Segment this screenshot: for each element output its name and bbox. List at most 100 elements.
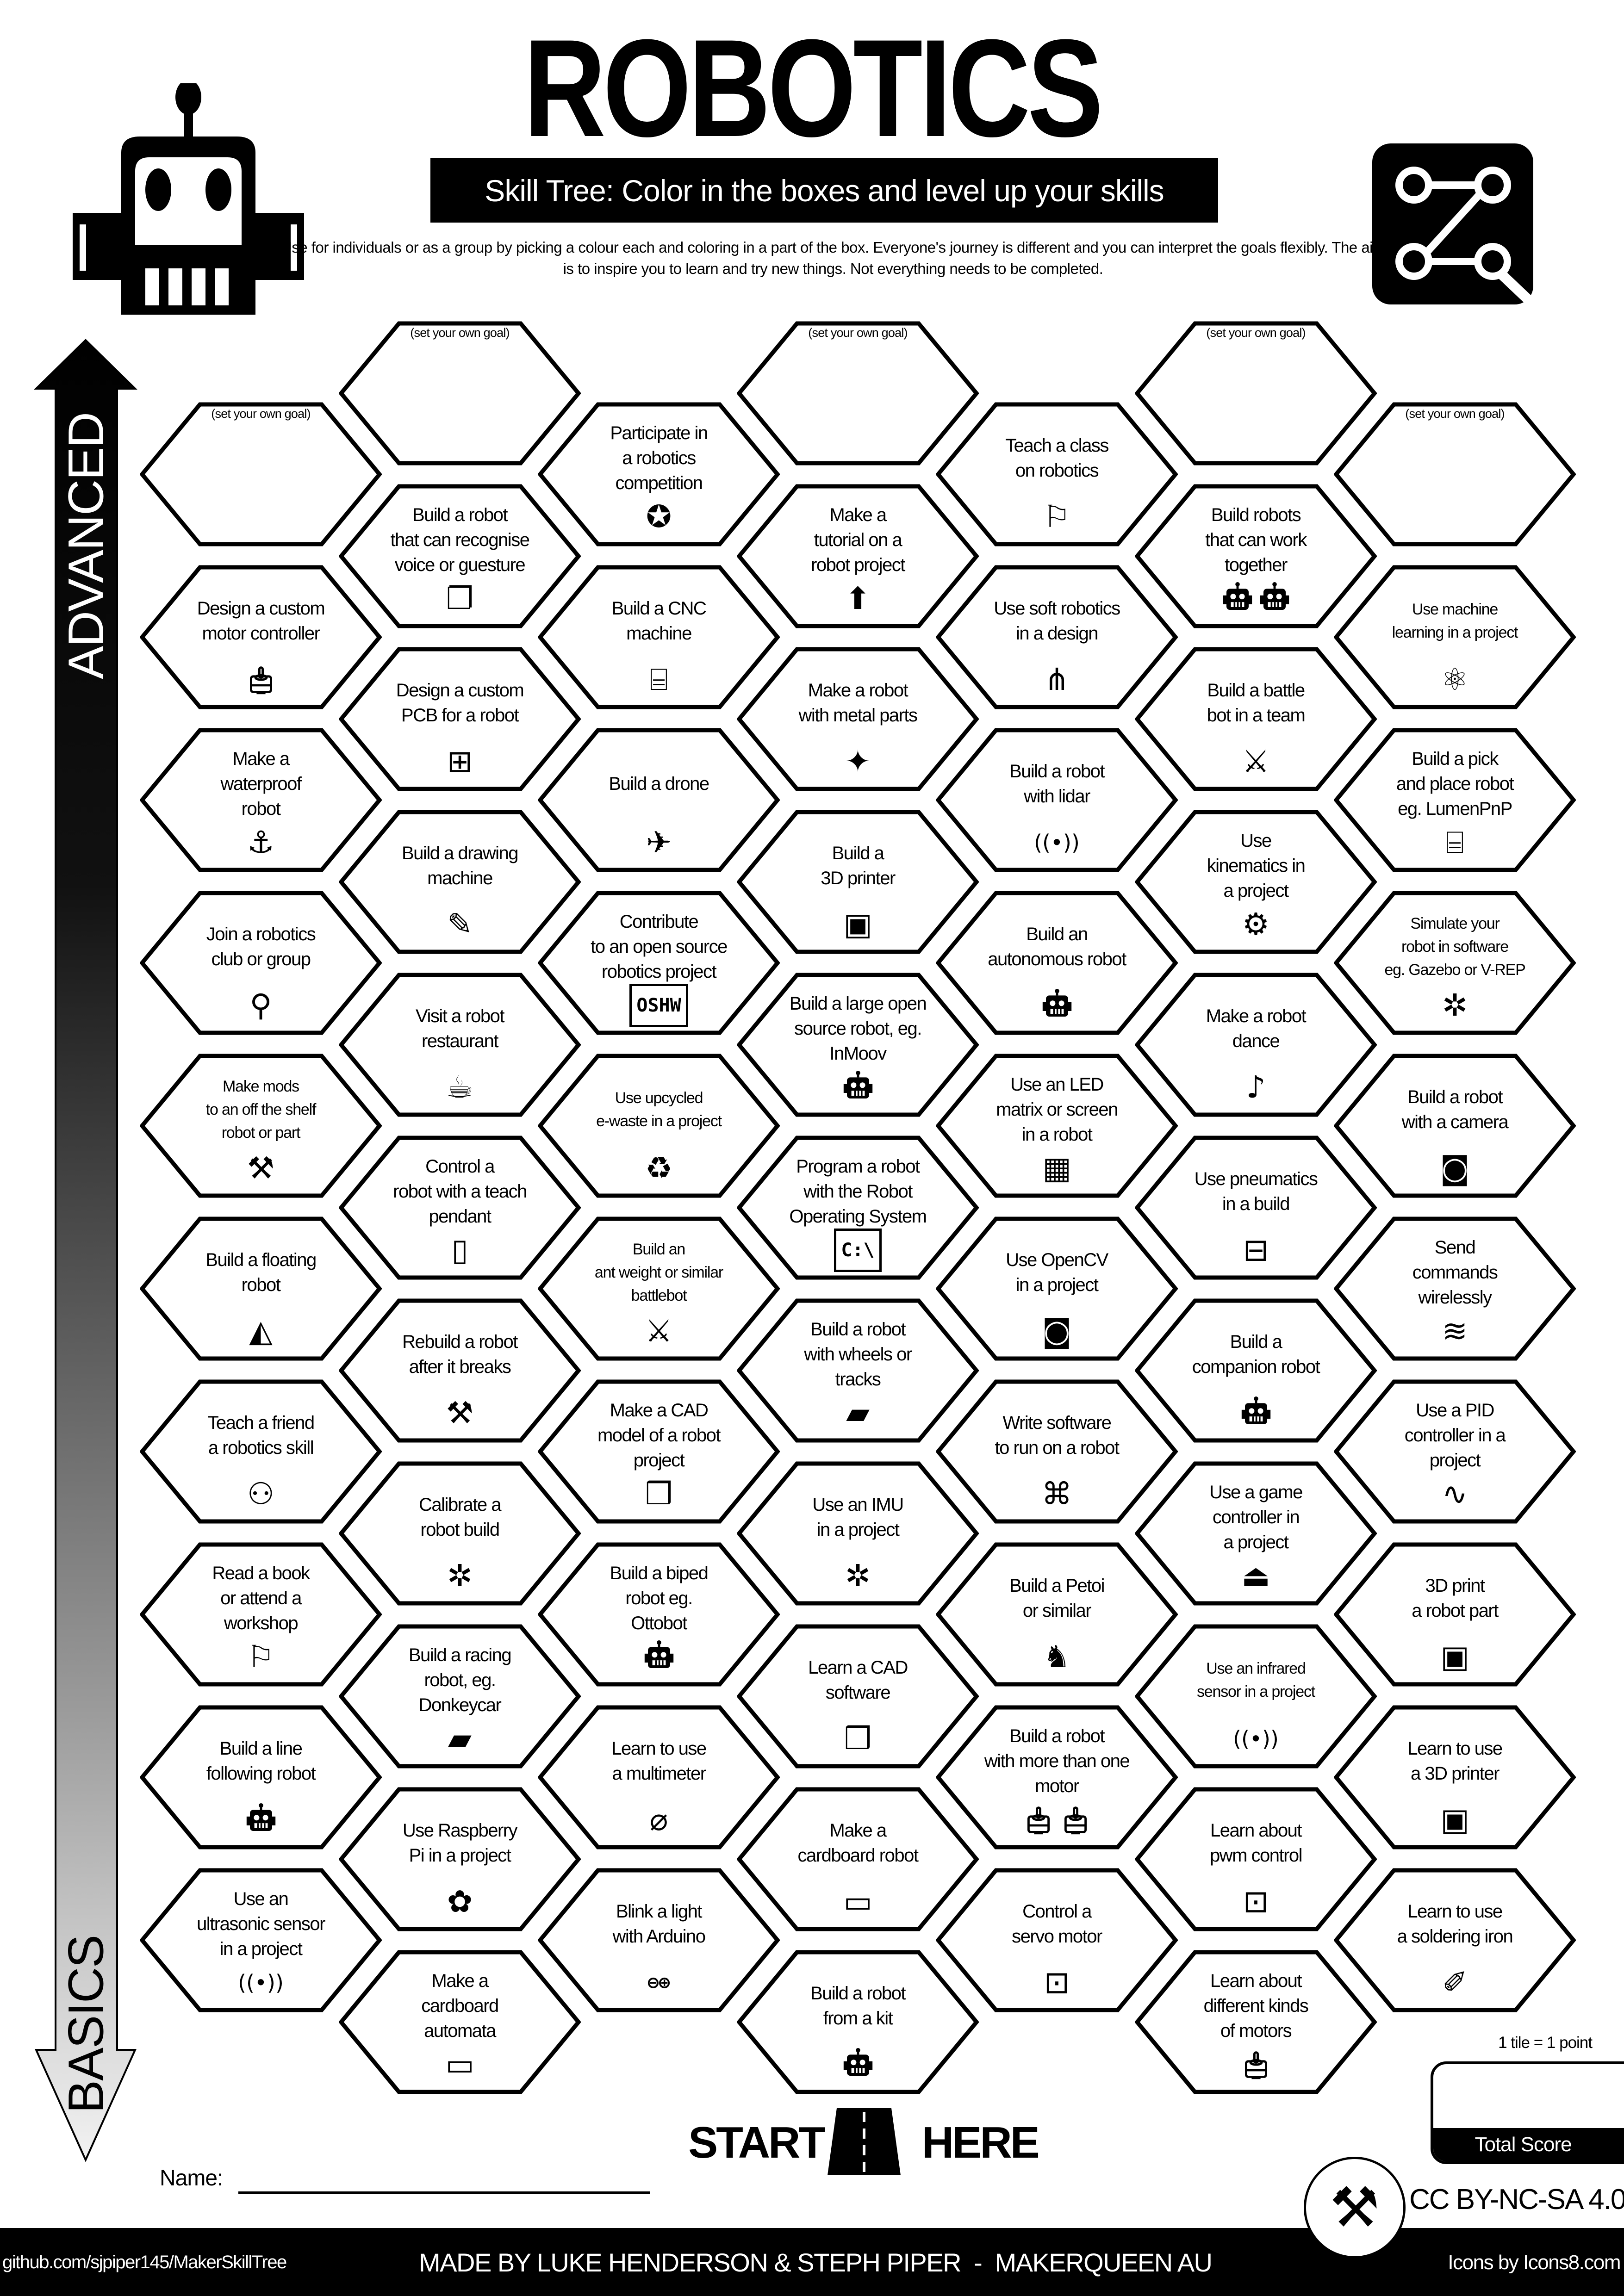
axes-icon: ✲ bbox=[447, 1558, 473, 1594]
skill-tile[interactable]: Learn a CAD software ❒ bbox=[737, 1624, 979, 1769]
skill-tile[interactable]: 3D print a robot part ▣ bbox=[1334, 1542, 1576, 1687]
skill-tile[interactable]: Write software to run on a robot ⌘ bbox=[936, 1379, 1178, 1524]
skill-tile[interactable]: Make mods to an off the shelf robot or p… bbox=[140, 1054, 382, 1198]
skill-tile-own-goal[interactable]: (set your own goal) bbox=[339, 321, 581, 465]
skill-tile[interactable]: Learn to use a multimeter ⌀ bbox=[538, 1705, 780, 1849]
skill-tile[interactable]: Program a robot with the Robot Operating… bbox=[737, 1136, 979, 1280]
hexagon-outline bbox=[737, 1298, 979, 1443]
hexagon-outline bbox=[339, 1298, 581, 1443]
skill-tile[interactable]: Make a tutorial on a robot project ⬆ bbox=[737, 484, 979, 628]
skill-tile[interactable]: Use a game controller in a project ⏏ bbox=[1135, 1461, 1377, 1606]
skill-label: Learn to use a multimeter bbox=[611, 1738, 707, 1784]
skill-tile[interactable]: Use pneumatics in a build ⊟ bbox=[1135, 1136, 1377, 1280]
skill-tile[interactable]: Build an autonomous robot bbox=[936, 891, 1178, 1035]
skill-tile[interactable]: Build a robot that can recognise voice o… bbox=[339, 484, 581, 628]
chat-bubbles-icon: ❐ bbox=[446, 580, 474, 616]
skill-tile[interactable]: Teach a friend a robotics skill ⚇ bbox=[140, 1379, 382, 1524]
skill-tile[interactable]: Build a drone ✈ bbox=[538, 728, 780, 872]
skill-tile[interactable]: Build a racing robot, eg. Donkeycar ▰ bbox=[339, 1624, 581, 1769]
metal-bar-icon: ✦ bbox=[845, 743, 871, 779]
joystick-icon: ⏏ bbox=[1241, 1558, 1270, 1594]
skill-tile[interactable]: Make a robot dance ♪ bbox=[1135, 973, 1377, 1117]
skill-tile[interactable]: Build a robot with lidar ((•)) bbox=[936, 728, 1178, 872]
name-field[interactable]: Name: bbox=[160, 2166, 650, 2198]
skill-tile[interactable]: Calibrate a robot build ✲ bbox=[339, 1461, 581, 1606]
skill-tile-own-goal[interactable]: (set your own goal) bbox=[140, 402, 382, 546]
skill-tile[interactable]: Build a robot with wheels or tracks ▰ bbox=[737, 1298, 979, 1443]
skill-label: Use machine learning in a project bbox=[1392, 601, 1518, 641]
skill-tile[interactable]: Make a CAD model of a robot project ❒ bbox=[538, 1379, 780, 1524]
hexagon-outline bbox=[1334, 565, 1576, 709]
skill-tile[interactable]: Teach a class on robotics ⚐ bbox=[936, 402, 1178, 546]
skill-tile[interactable]: Build a drawing machine ✎ bbox=[339, 810, 581, 954]
hexagon-outline bbox=[140, 1054, 382, 1198]
skill-tile[interactable]: Build a line following robot bbox=[140, 1705, 382, 1849]
skill-tile[interactable]: Use soft robotics in a design ⋔ bbox=[936, 565, 1178, 709]
skill-tile[interactable]: Blink a light with Arduino ⊖⊕ bbox=[538, 1868, 780, 2012]
skill-tile[interactable]: Learn to use a 3D printer ▣ bbox=[1334, 1705, 1576, 1849]
skill-tile[interactable]: Build a battle bot in a team ⚔ bbox=[1135, 647, 1377, 791]
skill-tile[interactable]: Control a robot with a teach pendant ▯ bbox=[339, 1136, 581, 1280]
skill-tile[interactable]: Learn about pwm control ⊡ bbox=[1135, 1787, 1377, 1931]
skill-tile[interactable]: Build a pick and place robot eg. LumenPn… bbox=[1334, 728, 1576, 872]
skill-tile-own-goal[interactable]: (set your own goal) bbox=[1135, 321, 1377, 465]
skill-tile[interactable]: Design a custom motor controller bbox=[140, 565, 382, 709]
skill-tile[interactable]: Use an IMU in a project ✲ bbox=[737, 1461, 979, 1606]
skill-tile[interactable]: Visit a robot restaurant ☕ bbox=[339, 973, 581, 1117]
skill-tile[interactable]: Make a waterproof robot ⚓ bbox=[140, 728, 382, 872]
icons-credit[interactable]: Icons by Icons8.com bbox=[1448, 2251, 1621, 2274]
skill-tile[interactable]: Build a 3D printer ▣ bbox=[737, 810, 979, 954]
skill-tile[interactable]: Make a cardboard robot ▭ bbox=[737, 1787, 979, 1931]
skill-tile[interactable]: Build robots that can work together bbox=[1135, 484, 1377, 628]
skill-label: 3D print a robot part bbox=[1412, 1576, 1499, 1621]
skill-label: Build a racing robot, eg. Donkeycar bbox=[408, 1645, 512, 1715]
repo-link[interactable]: github.com/sjpiper145/MakerSkillTree bbox=[2, 2252, 287, 2272]
skill-tile[interactable]: Control a servo motor ⊡ bbox=[936, 1868, 1178, 2012]
skill-tile[interactable]: Learn to use a soldering iron ✐ bbox=[1334, 1868, 1576, 2012]
skill-label: Teach a friend a robotics skill bbox=[207, 1413, 315, 1458]
skill-tile[interactable]: Learn about different kinds of motors bbox=[1135, 1950, 1377, 2094]
skill-tile[interactable]: Build a CNC machine ⌸ bbox=[538, 565, 780, 709]
skill-tile[interactable]: Use machine learning in a project ⚛ bbox=[1334, 565, 1576, 709]
skill-tile[interactable]: Build a companion robot bbox=[1135, 1298, 1377, 1443]
skill-tile[interactable]: Build a large open source robot, eg. InM… bbox=[737, 973, 979, 1117]
skill-tile[interactable]: Build a robot with a camera ◙ bbox=[1334, 1054, 1576, 1198]
skill-tile[interactable]: Use an ultrasonic sensor in a project ((•… bbox=[140, 1868, 382, 2012]
skill-tile[interactable]: Use an infrared sensor in a project ((•)) bbox=[1135, 1624, 1377, 1769]
name-line[interactable] bbox=[238, 2191, 650, 2194]
skill-tile[interactable]: Build an ant weight or similar battlebot… bbox=[538, 1216, 780, 1361]
skill-tile[interactable]: Join a robotics club or group ⚲ bbox=[140, 891, 382, 1035]
hexagon-outline bbox=[538, 402, 780, 546]
skill-tile[interactable]: Use upcycled e-waste in a project ♻ bbox=[538, 1054, 780, 1198]
skill-label: Use a PID controller in a project bbox=[1404, 1400, 1506, 1471]
hexagon-outline bbox=[1135, 973, 1377, 1117]
skill-tile[interactable]: Use kinematics in a project ⚙ bbox=[1135, 810, 1377, 954]
skill-tile[interactable]: Use OpenCV in a project ◙ bbox=[936, 1216, 1178, 1361]
skill-tile[interactable]: Contribute to an open source robotics pr… bbox=[538, 891, 780, 1035]
skill-tile[interactable]: Use a PID controller in a project ∿ bbox=[1334, 1379, 1576, 1524]
skill-tile[interactable]: Build a Petoi or similar ♞ bbox=[936, 1542, 1178, 1687]
remote-control-icon: ▯ bbox=[451, 1232, 468, 1268]
hexagon-outline bbox=[936, 402, 1178, 546]
skill-label: Control a servo motor bbox=[1012, 1901, 1102, 1947]
skill-tile[interactable]: Use Raspberry Pi in a project ✿ bbox=[339, 1787, 581, 1931]
skill-tile[interactable]: Make a cardboard automata ▭ bbox=[339, 1950, 581, 2094]
hexagon-outline bbox=[1135, 484, 1377, 628]
skill-tile[interactable]: Rebuild a robot after it breaks ⚒ bbox=[339, 1298, 581, 1443]
skill-tile[interactable]: Build a robot from a kit bbox=[737, 1950, 979, 2094]
credits: MADE BY LUKE HENDERSON & STEPH PIPER - M… bbox=[419, 2248, 1213, 2277]
skill-tile-own-goal[interactable]: (set your own goal) bbox=[737, 321, 979, 465]
skill-tile[interactable]: Build a biped robot eg. Ottobot bbox=[538, 1542, 780, 1687]
skill-tile[interactable]: Build a robot with more than one motor bbox=[936, 1705, 1178, 1849]
skill-tile[interactable]: Design a custom PCB for a robot ⊞ bbox=[339, 647, 581, 791]
skill-tile[interactable]: Read a book or attend a workshop ⚐ bbox=[140, 1542, 382, 1687]
skill-label: Build an autonomous robot bbox=[988, 924, 1126, 969]
skill-tile[interactable]: Make a robot with metal parts ✦ bbox=[737, 647, 979, 791]
total-score-box[interactable]: Total Score bbox=[1431, 2061, 1624, 2164]
skill-tile[interactable]: Send commands wirelessly ≋ bbox=[1334, 1216, 1576, 1361]
skill-tile-own-goal[interactable]: (set your own goal) bbox=[1334, 402, 1576, 546]
skill-tile[interactable]: Participate in a robotics competition ✪ bbox=[538, 402, 780, 546]
skill-tile[interactable]: Simulate your robot in software eg. Gaze… bbox=[1334, 891, 1576, 1035]
skill-tile[interactable]: Build a floating robot ◭ bbox=[140, 1216, 382, 1361]
skill-tile[interactable]: Use an LED matrix or screen in a robot ▦ bbox=[936, 1054, 1178, 1198]
